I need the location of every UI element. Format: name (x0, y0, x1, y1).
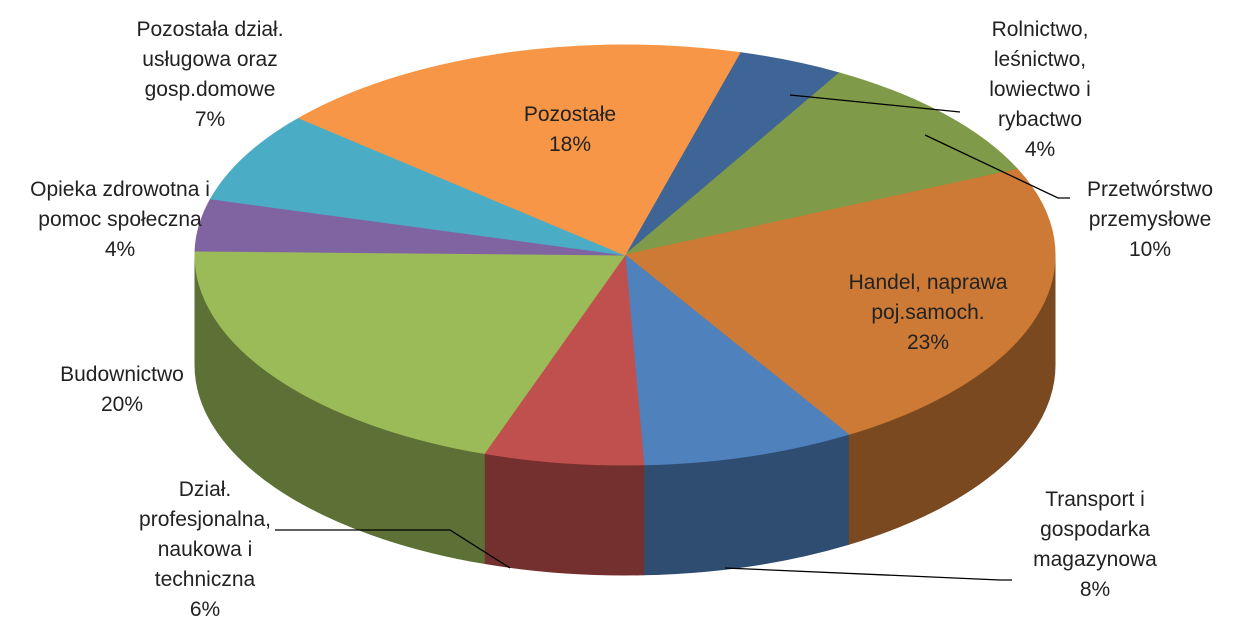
leader-line (724, 567, 1012, 581)
category-label: Handel, naprawa poj.samoch. (848, 271, 1008, 324)
value-label: 6% (189, 598, 221, 621)
value-label: 10% (1128, 238, 1172, 261)
data-label: Pozostałe 18% (490, 100, 650, 160)
value-label: 4% (1024, 138, 1056, 161)
category-label: Rolnictwo, leśnictwo, lowiectwo i rybact… (989, 18, 1091, 131)
slice (623, 168, 1056, 435)
data-label: Transport i gospodarka magazynowa 8% (1015, 485, 1175, 605)
category-label: Pozostałe (523, 103, 617, 126)
category-label: Dział. profesjonalna, naukowa i technicz… (139, 478, 271, 591)
category-label: Opieka zdrowotna i pomoc społeczna (30, 178, 210, 231)
value-label: 20% (100, 393, 144, 416)
slice (209, 117, 626, 256)
slice (483, 253, 645, 466)
leader-line (275, 529, 511, 569)
slice-side (483, 452, 645, 576)
value-label: 18% (548, 133, 592, 156)
data-label: Budownictwo 20% (32, 360, 212, 420)
leader-line (789, 94, 961, 113)
data-label: Przetwórstwo przemysłowe 10% (1060, 175, 1233, 265)
value-label: 7% (194, 108, 226, 131)
slice (297, 44, 741, 256)
data-label: Rolnictwo, leśnictwo, lowiectwo i rybact… (975, 15, 1105, 165)
data-label: Opieka zdrowotna i pomoc społeczna 4% (0, 175, 240, 265)
data-label: Dział. profesjonalna, naukowa i technicz… (125, 475, 285, 625)
value-label: 4% (104, 238, 136, 261)
slice (624, 253, 850, 466)
category-label: Budownictwo (60, 363, 184, 386)
category-label: Transport i gospodarka magazynowa (1033, 488, 1157, 571)
value-label: 8% (1079, 578, 1111, 601)
slice (624, 72, 1019, 256)
category-label: Pozostała dział. usługowa oraz gosp.domo… (136, 18, 284, 101)
data-label: Pozostała dział. usługowa oraz gosp.domo… (105, 15, 315, 135)
leader-lines (275, 94, 1070, 581)
value-label: 23% (906, 331, 950, 354)
leader-line (924, 134, 1070, 199)
category-label: Przetwórstwo przemysłowe (1086, 178, 1214, 231)
data-label: Handel, naprawa poj.samoch. 23% (813, 268, 1043, 358)
slice (194, 250, 626, 454)
